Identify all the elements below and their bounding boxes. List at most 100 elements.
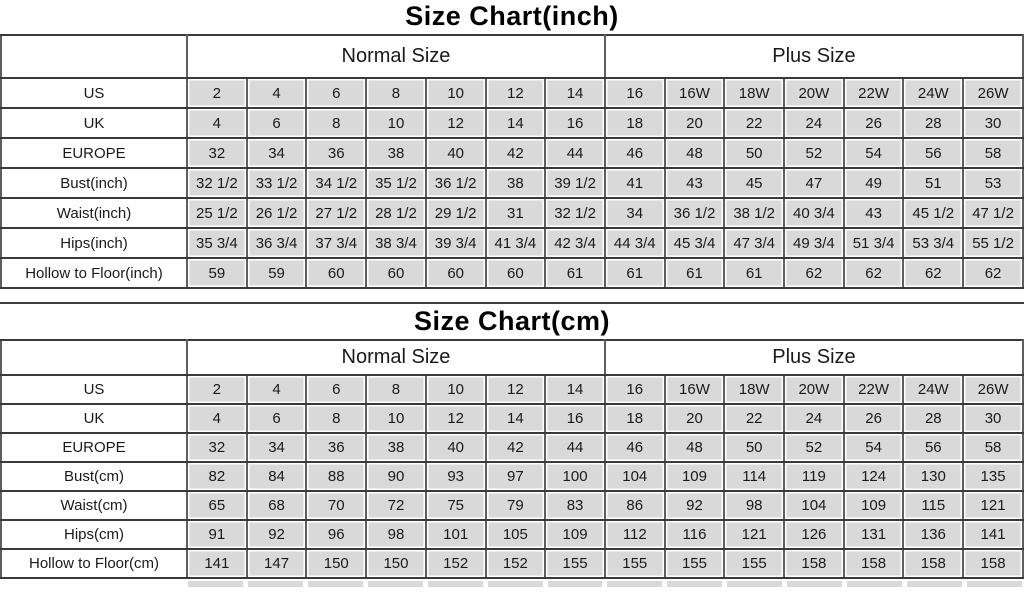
size-cell: 26 [842, 107, 905, 139]
size-cell: 2 [186, 77, 248, 109]
size-cell: 54 [842, 432, 905, 463]
corner-cell [0, 339, 188, 376]
size-cell: 150 [365, 548, 427, 579]
cutoff-cell [307, 581, 363, 587]
row-label: Hips(inch) [0, 227, 188, 259]
size-cell: 16W [663, 374, 726, 405]
size-cell: 42 3/4 [544, 227, 606, 259]
size-cell: 14 [544, 374, 606, 405]
size-cell: 43 [842, 197, 905, 229]
size-cell: 16 [603, 374, 666, 405]
size-cell: 24 [783, 107, 845, 139]
size-cell: 40 [424, 137, 487, 169]
size-cell: 47 1/2 [962, 197, 1024, 229]
size-cell: 155 [723, 548, 786, 579]
table-row: Hollow to Floor(cm) 141 147 150 150 152 152 155… [0, 548, 1024, 579]
row-label: US [0, 374, 188, 405]
size-cell: 52 [783, 137, 845, 169]
size-cell: 12 [484, 77, 547, 109]
size-cell: 29 1/2 [424, 197, 487, 229]
row-label: US [0, 77, 188, 109]
size-cell: 45 [723, 167, 786, 199]
size-cell: 30 [962, 107, 1024, 139]
size-cell: 101 [424, 519, 487, 550]
size-cell: 88 [305, 461, 368, 492]
size-chart-inch-title: Size Chart(inch) [405, 1, 619, 31]
size-cell: 10 [424, 77, 487, 109]
cutoff-next-row [188, 581, 1022, 587]
cutoff-cell [727, 581, 783, 587]
table-row: US 2 4 6 8 10 12 14 16 16W 18W 20W 22W 24W 26W [0, 77, 1024, 109]
size-cell: 61 [723, 257, 786, 289]
size-cell: 8 [365, 374, 427, 405]
size-cell: 45 1/2 [902, 197, 965, 229]
size-cell: 30 [962, 403, 1024, 434]
size-cell: 92 [663, 490, 726, 521]
size-cell: 12 [424, 403, 487, 434]
group-header-plus-size: Plus Size [603, 339, 1024, 376]
size-cell: 109 [663, 461, 726, 492]
size-cell: 26 1/2 [245, 197, 308, 229]
size-cell: 109 [842, 490, 905, 521]
size-cell: 14 [484, 107, 547, 139]
size-cell: 131 [842, 519, 905, 550]
row-label: Bust(cm) [0, 461, 188, 492]
size-cell: 54 [842, 137, 905, 169]
size-cell: 119 [783, 461, 845, 492]
size-cell: 124 [842, 461, 905, 492]
size-cell: 152 [424, 548, 487, 579]
size-cell: 61 [603, 257, 666, 289]
size-cell: 39 1/2 [544, 167, 606, 199]
size-cell: 34 1/2 [305, 167, 368, 199]
size-cell: 41 3/4 [484, 227, 547, 259]
table-row: EUROPE 32 34 36 38 40 42 44 46 48 50 52 54 56 58 [0, 137, 1024, 169]
size-cell: 38 3/4 [365, 227, 427, 259]
row-label: UK [0, 107, 188, 139]
size-cell: 10 [365, 107, 427, 139]
size-cell: 22W [842, 374, 905, 405]
size-cell: 40 3/4 [783, 197, 845, 229]
cutoff-cell [787, 581, 843, 587]
size-cell: 26 [842, 403, 905, 434]
size-cell: 48 [663, 432, 726, 463]
size-cell: 105 [484, 519, 547, 550]
row-label: Waist(inch) [0, 197, 188, 229]
size-cell: 121 [962, 490, 1024, 521]
size-cell: 14 [484, 403, 547, 434]
size-cell: 18W [723, 77, 786, 109]
size-cell: 53 [962, 167, 1024, 199]
size-cell: 121 [723, 519, 786, 550]
size-cell: 61 [544, 257, 606, 289]
size-cell: 12 [484, 374, 547, 405]
group-header-normal-size: Normal Size [186, 339, 606, 376]
size-cell: 40 [424, 432, 487, 463]
size-cell: 8 [305, 107, 368, 139]
cutoff-cell [547, 581, 603, 587]
size-cell: 51 [902, 167, 965, 199]
cutoff-cell [188, 581, 243, 587]
size-cell: 43 [663, 167, 726, 199]
size-cell: 10 [365, 403, 427, 434]
size-cell: 56 [902, 432, 965, 463]
size-cell: 2 [186, 374, 248, 405]
size-cell: 6 [245, 107, 308, 139]
size-cell: 75 [424, 490, 487, 521]
size-cell: 46 [603, 137, 666, 169]
size-chart-cm-title: Size Chart(cm) [413, 306, 611, 336]
size-cell: 24 [783, 403, 845, 434]
cutoff-cell [607, 581, 663, 587]
size-cell: 98 [365, 519, 427, 550]
size-cell: 36 1/2 [663, 197, 726, 229]
size-cell: 34 [245, 137, 308, 169]
size-cell: 16 [603, 77, 666, 109]
size-cell: 32 1/2 [186, 167, 248, 199]
cutoff-cell [907, 581, 962, 587]
size-cell: 34 [603, 197, 666, 229]
size-cell: 158 [783, 548, 845, 579]
row-label: Hips(cm) [0, 519, 188, 550]
size-cell: 51 3/4 [842, 227, 905, 259]
size-cell: 150 [305, 548, 368, 579]
table-row: Waist(inch) 25 1/2 26 1/2 27 1/2 28 1/2 29 1/… [0, 197, 1024, 229]
size-cell: 46 [603, 432, 666, 463]
